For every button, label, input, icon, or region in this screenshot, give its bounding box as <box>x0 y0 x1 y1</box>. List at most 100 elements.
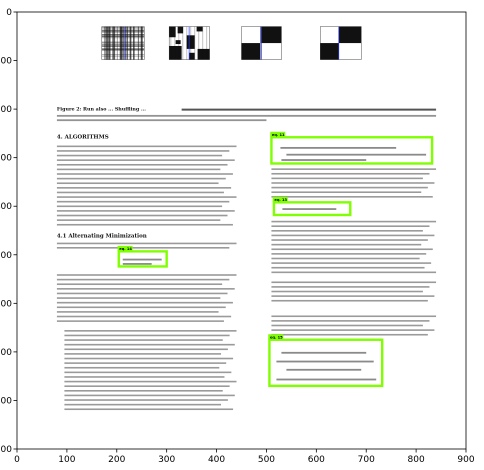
caption-line <box>56 119 267 122</box>
text-line-left <box>64 362 227 364</box>
text-line-left <box>64 334 230 337</box>
text-line-left <box>56 288 235 290</box>
equation-mark <box>276 378 377 381</box>
annotation-rect <box>268 338 384 388</box>
figure-thumbnail-4 <box>320 26 362 60</box>
text-line-left <box>56 177 226 180</box>
y-tick-label: 700 <box>0 348 12 358</box>
text-line-left <box>56 292 228 295</box>
equation-mark <box>276 360 374 363</box>
thumbnail-stripe <box>186 26 188 60</box>
x-tick-label: 400 <box>208 455 225 465</box>
x-tick-label: 800 <box>408 455 425 465</box>
equation-mark <box>281 351 367 354</box>
thumbnail-stripe <box>174 26 176 60</box>
text-line-left <box>56 278 230 281</box>
equation-mark <box>280 146 397 149</box>
thumbnail-stripe <box>190 26 192 60</box>
text-line-left <box>64 385 230 387</box>
thumbnail-stripe <box>101 29 145 31</box>
text-line-left <box>56 315 232 318</box>
y-tick-label: 200 <box>0 105 12 115</box>
text-line-left <box>56 223 233 226</box>
thumbnail-stripe <box>101 27 145 28</box>
text-line-right <box>271 286 430 288</box>
thumbnail-stripe <box>101 33 145 35</box>
thumbnail-stripe <box>101 55 145 57</box>
text-line-left <box>56 150 230 152</box>
thumbnail-block <box>177 26 184 34</box>
thumbnail-block <box>196 26 203 32</box>
annotation-box: eq. 14 <box>117 245 168 268</box>
text-line-right <box>271 257 420 260</box>
text-line-left <box>56 168 221 171</box>
equation-mark <box>282 208 337 210</box>
text-line-left <box>56 306 226 309</box>
text-line-right <box>271 239 428 241</box>
text-line-right <box>271 225 430 228</box>
thumbnail-stripe <box>170 26 172 60</box>
x-tick-label: 900 <box>457 455 474 465</box>
annotation-tag-bg <box>272 196 288 203</box>
equation-mark <box>122 258 162 261</box>
text-line-left <box>56 210 235 212</box>
text-line-left <box>64 380 237 383</box>
text-line-right <box>271 248 433 251</box>
thumbnail-block <box>338 26 362 44</box>
text-line-right <box>271 182 435 184</box>
figure-caption: Figure 2: Run also ... Shuffling ... <box>57 107 146 113</box>
text-line-right <box>271 315 437 318</box>
x-tick-label: 100 <box>58 455 75 465</box>
text-line-left <box>56 320 224 322</box>
thumbnail-stripe <box>178 26 180 60</box>
annotation-tag: eq. 13 <box>274 198 287 202</box>
annotation-tag-bg <box>117 245 133 252</box>
text-line-left <box>56 297 221 299</box>
annotation-rect <box>270 136 434 165</box>
text-line-right <box>271 329 435 331</box>
equation-mark <box>286 368 362 371</box>
text-line-left <box>56 145 237 148</box>
thumbnail-stripe <box>101 41 145 43</box>
text-line-left <box>56 191 224 194</box>
y-tick-label: 600 <box>0 299 12 309</box>
thumbnail-stripe <box>101 29 145 32</box>
thumbnail-stripe <box>198 26 200 60</box>
caption-line <box>181 108 437 111</box>
x-tick-label: 0 <box>14 455 20 465</box>
text-line-left <box>56 247 230 249</box>
text-line-right <box>271 172 430 175</box>
text-line-left <box>56 301 233 304</box>
text-line-left <box>56 163 228 166</box>
annotation-rect <box>117 250 168 268</box>
thumbnail-stripe <box>101 42 145 44</box>
figure-thumbnail-3 <box>241 26 282 60</box>
thumbnail-stripe <box>194 26 196 60</box>
thumbnail-stripe <box>101 31 145 33</box>
text-line-left <box>56 242 237 245</box>
text-line-left <box>64 353 222 355</box>
text-line-right <box>271 196 433 198</box>
annotation-tag-bg <box>268 334 284 340</box>
text-line-right <box>271 234 435 237</box>
text-line-left <box>56 200 230 203</box>
equation-mark <box>122 263 152 265</box>
annotation-rect <box>272 201 352 217</box>
thumbnail-block <box>197 48 210 60</box>
text-line-right <box>271 253 427 255</box>
thumbnail-stripe <box>206 26 208 60</box>
text-line-left <box>64 390 223 392</box>
text-line-left <box>56 214 228 217</box>
text-line-left <box>56 274 237 276</box>
text-line-left <box>64 330 237 332</box>
figure-thumbnail-1 <box>101 26 145 60</box>
text-line-right <box>271 230 423 232</box>
figure-thumbnail-2 <box>168 26 210 60</box>
annotation-box: eq. 11 <box>270 131 434 165</box>
thumbnail-block <box>175 40 181 45</box>
text-line-left <box>56 311 219 313</box>
text-line-right <box>271 299 428 302</box>
text-line-right <box>271 191 422 194</box>
text-line-left <box>64 394 235 397</box>
